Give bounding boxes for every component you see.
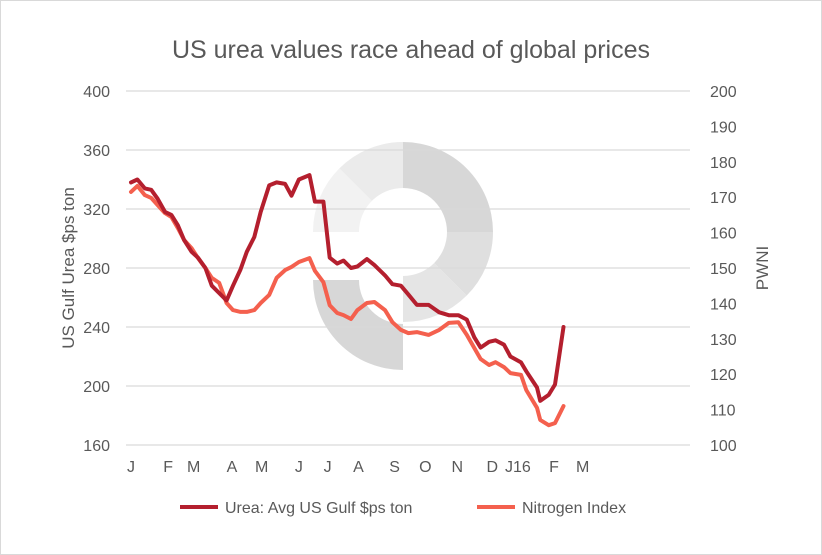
y-right-tick-label: 190 [710,119,737,136]
logo-segment [313,168,372,232]
x-tick-label: D [487,459,499,476]
y-right-tick-label: 130 [710,332,737,349]
y-axis-right-ticks: 100 110 120 130 140 150 160 170 180 190 200 [710,84,737,455]
y-right-tick-label: 170 [710,190,737,207]
x-tick-label: O [419,459,431,476]
legend: Urea: Avg US Gulf $ps ton Nitrogen Index [180,500,626,517]
legend-label-urea: Urea: Avg US Gulf $ps ton [225,500,412,517]
y-left-tick-label: 160 [83,438,110,455]
y-left-tick-label: 280 [83,261,110,278]
y-axis-left-label: US Gulf Urea $ps ton [59,187,78,349]
x-tick-label: J16 [505,459,531,476]
x-axis-ticks: J F M A M J J A S O N D J16 F M [127,459,589,476]
x-tick-label: M [255,459,268,476]
x-tick-label: M [576,459,589,476]
y-left-tick-label: 240 [83,320,110,337]
x-tick-label: N [451,459,463,476]
y-axis-left-ticks: 160 200 240 280 320 360 400 [83,84,110,455]
logo-segment [403,263,467,322]
y-right-tick-label: 180 [710,155,737,172]
logo-segment [403,142,493,232]
logo-segment [434,232,493,296]
legend-label-nitrogen: Nitrogen Index [522,500,626,517]
y-right-tick-label: 120 [710,367,737,384]
y-right-tick-label: 200 [710,84,737,101]
y-axis-right-label: PWNI [753,246,772,290]
series-line-urea [129,173,566,403]
y-left-tick-label: 200 [83,379,110,396]
y-right-tick-label: 110 [710,403,736,420]
x-tick-label: S [389,459,400,476]
x-tick-label: A [353,459,364,476]
series-lines [129,173,566,428]
x-tick-label: F [549,459,559,476]
logo-segment [339,142,403,201]
x-tick-label: J [295,459,303,476]
y-right-tick-label: 160 [710,226,737,243]
y-right-tick-label: 100 [710,438,737,455]
gridlines [126,90,690,446]
chart-title: US urea values race ahead of global pric… [172,36,650,64]
y-left-tick-label: 360 [83,143,110,160]
x-tick-label: J [127,459,135,476]
logo-segment [313,280,403,370]
y-right-tick-label: 150 [710,261,737,278]
y-left-tick-label: 400 [83,84,110,101]
x-tick-label: F [163,459,173,476]
x-tick-label: M [187,459,200,476]
x-tick-label: J [324,459,332,476]
y-left-tick-label: 320 [83,202,110,219]
y-right-tick-label: 140 [710,296,737,313]
x-tick-label: A [227,459,238,476]
